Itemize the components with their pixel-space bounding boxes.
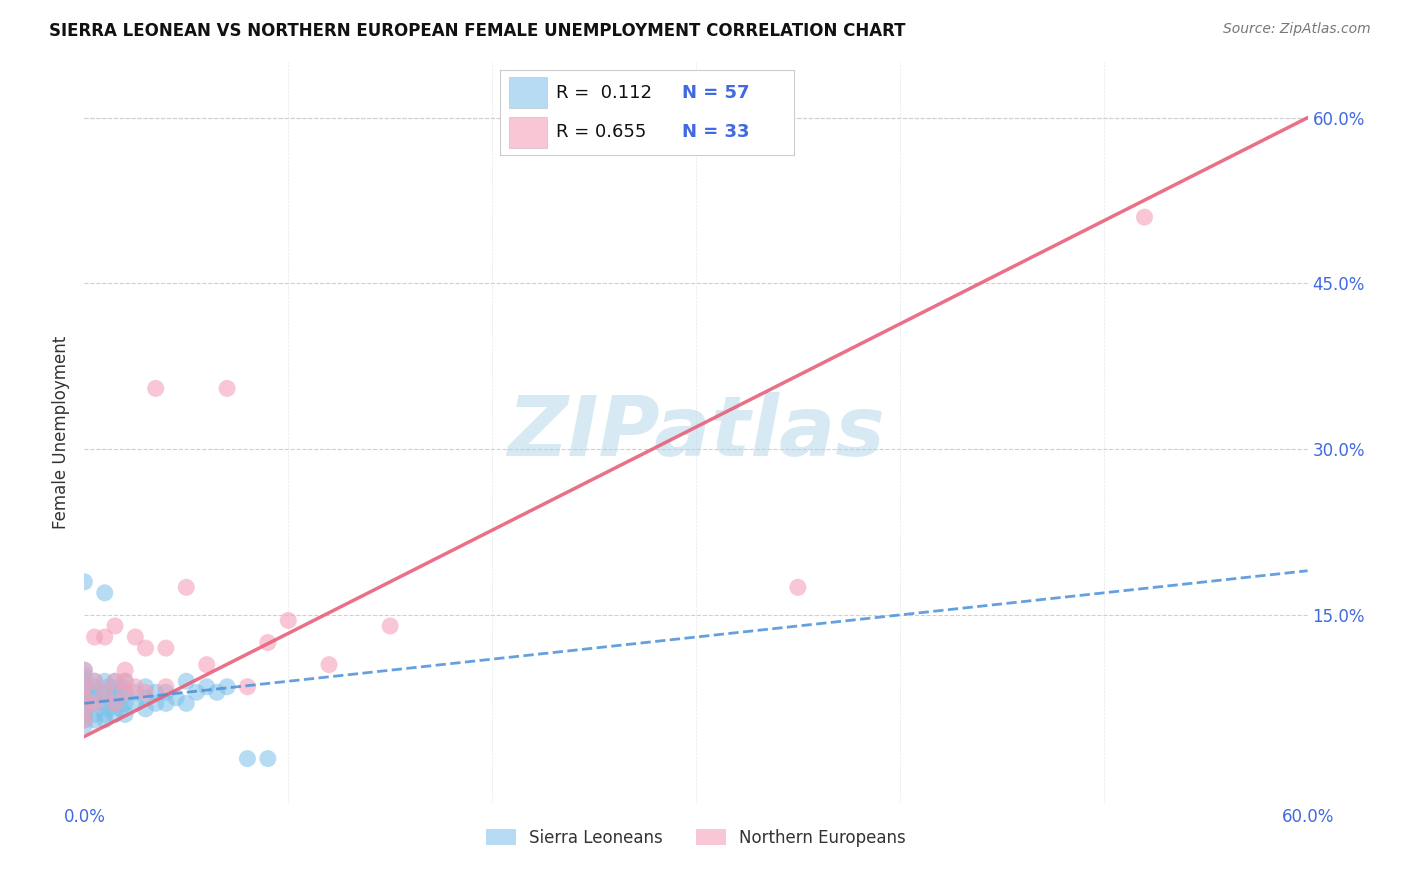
Point [318,657,340,672]
Point [104,674,127,689]
Point [83,685,105,699]
Point [73,707,96,722]
Point [380,619,402,633]
Point [110,680,132,694]
Point [110,702,132,716]
Point [83,697,105,711]
Point [155,641,177,656]
Text: ZIPatlas: ZIPatlas [508,392,884,473]
Point [73,674,96,689]
Point [93,685,115,699]
Point [97,690,120,705]
Point [114,663,136,677]
Point [155,685,177,699]
Point [236,680,259,694]
Point [186,685,208,699]
Point [83,713,105,727]
Point [145,685,167,699]
Point [73,663,96,677]
Point [104,619,127,633]
Text: SIERRA LEONEAN VS NORTHERN EUROPEAN FEMALE UNEMPLOYMENT CORRELATION CHART: SIERRA LEONEAN VS NORTHERN EUROPEAN FEMA… [49,22,905,40]
Point [195,680,218,694]
Point [114,674,136,689]
Point [217,680,239,694]
Point [97,680,120,694]
Point [73,702,96,716]
Point [93,707,115,722]
Point [83,690,105,705]
Point [93,586,115,600]
Point [73,685,96,699]
Point [93,674,115,689]
Point [236,751,259,765]
Point [145,381,167,395]
Point [73,718,96,732]
Point [124,685,146,699]
Point [73,574,96,589]
Point [83,680,105,694]
Point [83,674,105,689]
Point [114,674,136,689]
Point [135,685,157,699]
Point [257,635,280,649]
Point [135,641,157,656]
Point [205,685,228,699]
Point [257,751,280,765]
Point [174,674,197,689]
Point [124,680,146,694]
Point [97,702,120,716]
Point [114,685,136,699]
Point [104,697,127,711]
Point [73,663,96,677]
Point [73,702,96,716]
Point [114,707,136,722]
Point [1133,210,1156,224]
Point [73,713,96,727]
Point [155,697,177,711]
Point [165,690,187,705]
Point [217,381,239,395]
Point [114,685,136,699]
Point [195,657,218,672]
Point [787,580,810,594]
Point [83,630,105,644]
Point [104,707,127,722]
Point [93,697,115,711]
Point [73,690,96,705]
Point [104,674,127,689]
Point [277,614,299,628]
Y-axis label: Female Unemployment: Female Unemployment [52,336,70,529]
Point [93,630,115,644]
Point [124,697,146,711]
Point [73,690,96,705]
Point [135,702,157,716]
Legend: Sierra Leoneans, Northern Europeans: Sierra Leoneans, Northern Europeans [479,822,912,854]
Point [93,685,115,699]
Text: Source: ZipAtlas.com: Source: ZipAtlas.com [1223,22,1371,37]
Point [124,630,146,644]
Point [73,697,96,711]
Point [174,697,197,711]
Point [83,707,105,722]
Point [83,674,105,689]
Point [104,697,127,711]
Point [135,680,157,694]
Point [114,697,136,711]
Point [73,680,96,694]
Point [110,690,132,705]
Point [155,680,177,694]
Point [73,680,96,694]
Point [145,697,167,711]
Point [73,669,96,683]
Point [174,580,197,594]
Point [83,697,105,711]
Point [135,690,157,705]
Point [93,713,115,727]
Point [104,685,127,699]
Point [73,713,96,727]
